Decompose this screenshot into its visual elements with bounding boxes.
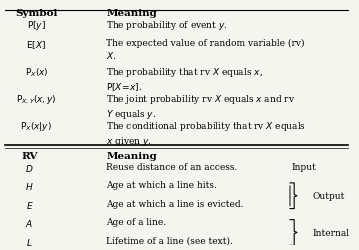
- Text: Age at which a line is evicted.: Age at which a line is evicted.: [106, 199, 244, 208]
- Text: The probability that rv $X$ equals $x$,
$\mathrm{P}[X\!=\!x]$.: The probability that rv $X$ equals $x$, …: [106, 66, 264, 92]
- Text: $\mathrm{E}[X]$: $\mathrm{E}[X]$: [26, 39, 46, 51]
- Text: Age of a line.: Age of a line.: [106, 217, 167, 226]
- Text: Input: Input: [292, 163, 317, 172]
- Text: $D$: $D$: [25, 162, 34, 173]
- Text: Reuse distance of an access.: Reuse distance of an access.: [106, 162, 238, 171]
- Text: Internal: Internal: [313, 228, 350, 237]
- Text: $A$: $A$: [25, 217, 33, 228]
- Text: $E$: $E$: [25, 199, 33, 210]
- Text: RV: RV: [21, 152, 38, 160]
- Text: Meaning: Meaning: [106, 9, 157, 18]
- Text: The conditional probability that rv $X$ equals
$x$ given $y$.: The conditional probability that rv $X$ …: [106, 120, 306, 148]
- Text: Output: Output: [313, 192, 345, 200]
- Text: $\mathrm{P}_X(x)$: $\mathrm{P}_X(x)$: [24, 66, 48, 78]
- Text: Age at which a line hits.: Age at which a line hits.: [106, 181, 217, 190]
- Text: $\mathrm{P}_X(x|y)$: $\mathrm{P}_X(x|y)$: [20, 120, 52, 133]
- Text: $L$: $L$: [26, 236, 33, 246]
- Text: Meaning: Meaning: [106, 152, 157, 160]
- Text: Symbol: Symbol: [15, 9, 57, 18]
- Text: The expected value of random variable (rv)
$X$.: The expected value of random variable (r…: [106, 39, 305, 61]
- Text: $\mathrm{P}[y]$: $\mathrm{P}[y]$: [27, 18, 46, 32]
- Text: $H$: $H$: [25, 181, 34, 192]
- Text: The probability of event $y$.: The probability of event $y$.: [106, 18, 228, 32]
- Text: Lifetime of a line (see text).: Lifetime of a line (see text).: [106, 236, 233, 244]
- Text: The joint probability rv $X$ equals $x$ and rv
$Y$ equals $y$.: The joint probability rv $X$ equals $x$ …: [106, 93, 295, 120]
- Text: $\mathrm{P}_{X,Y}(x,y)$: $\mathrm{P}_{X,Y}(x,y)$: [16, 93, 57, 106]
